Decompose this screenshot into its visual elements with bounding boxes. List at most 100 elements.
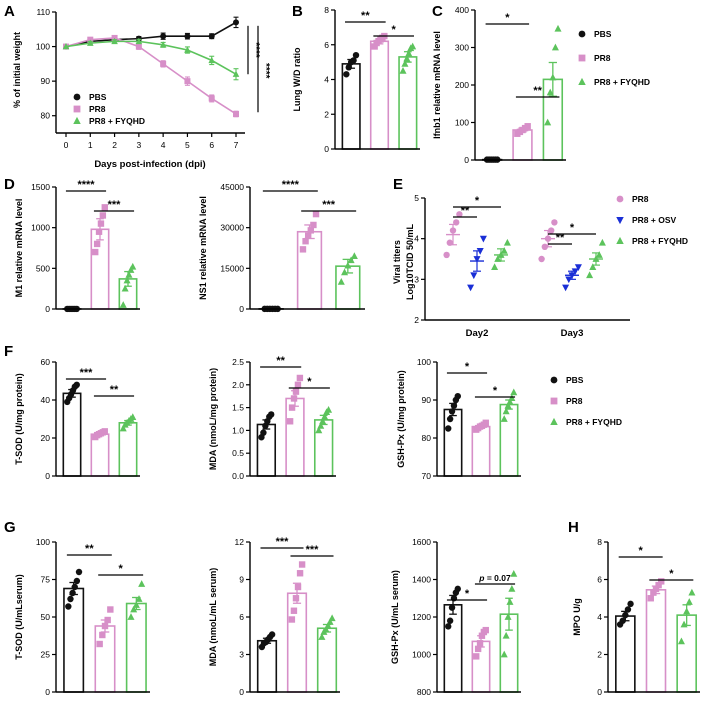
data-point [304, 232, 312, 239]
data-point [268, 631, 276, 638]
significance-label: * [465, 361, 470, 373]
data-point [296, 374, 304, 382]
significance-label: * [475, 195, 480, 207]
data-point [538, 255, 545, 263]
data-point [551, 219, 558, 226]
x-tick-label: 4 [161, 140, 166, 150]
data-point [127, 613, 135, 620]
legend-marker [616, 236, 624, 245]
x-axis-label: Days post-infection (dpi) [94, 159, 205, 170]
data-point [409, 42, 417, 50]
data-point [111, 37, 118, 45]
data-point [99, 212, 107, 219]
legend-marker [550, 397, 558, 405]
data-point [341, 268, 349, 276]
y-tick-label: 80 [41, 111, 51, 121]
data-point [130, 605, 138, 613]
data-point [345, 64, 352, 71]
significance-label: * [493, 385, 498, 397]
data-point [260, 429, 267, 436]
y-tick-label: 6 [597, 575, 602, 585]
y-axis-label: MDA (nmoL/mg protein) [208, 368, 218, 470]
data-point [184, 46, 191, 53]
y-tick-label: 110 [36, 7, 50, 17]
x-tick-label: 1 [88, 140, 93, 150]
data-point [135, 37, 143, 45]
data-point [62, 42, 70, 50]
y-tick-label: 500 [36, 263, 50, 273]
data-point [119, 301, 127, 308]
significance-label: * [505, 12, 510, 24]
data-point [119, 424, 127, 432]
data-point [473, 653, 480, 660]
data-point [474, 645, 482, 653]
y-tick-label: 20 [41, 433, 51, 443]
chart-G3: 800 1000 1200 1400 1600 GSH-Px (U/mL serum) * p… [390, 537, 521, 697]
y-tick-label: 1000 [31, 223, 50, 233]
data-point [503, 238, 511, 246]
bar [62, 392, 82, 477]
y-tick-label: 80 [422, 433, 432, 443]
y-tick-label: 300 [455, 43, 469, 53]
significance-label: * [307, 376, 312, 388]
data-point [476, 640, 484, 647]
data-point [449, 227, 457, 234]
y-axis-label: Lung W/D ratio [292, 47, 302, 111]
y-tick-label: 0 [45, 687, 50, 697]
y-tick-label: 50 [41, 612, 51, 622]
data-point [446, 415, 454, 423]
data-point [627, 600, 634, 608]
y-tick-label: 30000 [220, 223, 244, 233]
y-axis-label: Log10TCID 50/mL [405, 223, 415, 300]
panel-label: D [4, 176, 15, 193]
data-point [288, 616, 296, 623]
chart-D2: 0 15000 30000 45000 NS1 relative mRNA level *… [198, 179, 365, 314]
series-line [65, 40, 237, 75]
data-point [508, 585, 516, 592]
data-point [504, 613, 512, 620]
data-point [294, 583, 302, 591]
data-point [292, 595, 300, 602]
data-point [502, 407, 510, 415]
significance-label: *** [276, 536, 290, 548]
y-tick-label: 5 [414, 193, 419, 203]
significance-label: * [119, 563, 124, 575]
y-tick-label: 70 [422, 471, 432, 481]
legend-label: PR8 [89, 104, 106, 114]
y-tick-label: 6 [324, 40, 329, 50]
bar [471, 425, 491, 477]
chart-E: 2 3 4 5 Viral titers Log10TCID 50/mL Day2 Day3 *… [392, 193, 688, 339]
data-point [101, 622, 109, 630]
data-point [184, 78, 191, 85]
data-point [683, 607, 691, 615]
y-axis-label: MPO U/g [572, 598, 582, 636]
y-tick-label: 3 [239, 650, 244, 660]
legend-C: PBS PR8 PR8 + FYQHD [578, 29, 650, 87]
data-point [595, 251, 603, 258]
legend-marker [578, 30, 586, 38]
data-point [544, 235, 552, 242]
y-tick-label: 1.0 [232, 425, 244, 435]
data-point [325, 406, 333, 413]
chart-H: 0 2 4 6 8 MPO U/g * * [572, 537, 700, 697]
y-tick-label: 45000 [220, 182, 244, 192]
x-tick-label: 7 [234, 140, 239, 150]
data-point [482, 626, 489, 634]
panel-label: H [568, 519, 579, 536]
data-point [302, 238, 309, 245]
data-point [500, 650, 508, 658]
data-point [685, 598, 693, 605]
significance-label: *** [306, 544, 320, 556]
legend-label: PR8 [594, 53, 611, 63]
data-point [135, 43, 142, 50]
data-point [125, 271, 133, 278]
legend-label: PR8 [566, 396, 583, 406]
significance-label: **** [260, 63, 271, 79]
data-point [586, 271, 594, 279]
bar [296, 230, 323, 310]
significance-label: * [465, 588, 470, 600]
data-point [290, 395, 298, 402]
data-point [129, 262, 137, 270]
y-tick-label: 15000 [220, 263, 244, 273]
